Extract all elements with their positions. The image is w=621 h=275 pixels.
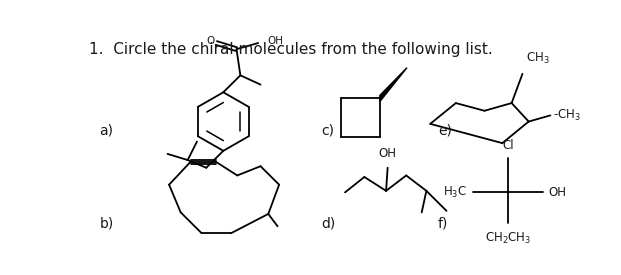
Text: H$_3$C: H$_3$C [443,185,468,200]
Text: CH$_3$: CH$_3$ [525,51,549,66]
Polygon shape [380,68,407,101]
Text: CH$_2$CH$_3$: CH$_2$CH$_3$ [484,231,531,246]
Text: OH: OH [268,37,284,46]
Text: e): e) [438,124,452,138]
Text: a): a) [99,124,113,138]
Text: O: O [207,37,215,46]
Text: OH: OH [379,147,397,160]
Text: 1.  Circle the chiral molecules from the following list.: 1. Circle the chiral molecules from the … [89,42,493,57]
Text: c): c) [322,124,335,138]
Text: f): f) [438,216,448,230]
Text: OH: OH [548,186,566,199]
Text: d): d) [322,216,336,230]
Text: b): b) [99,216,114,230]
Text: -CH$_3$: -CH$_3$ [553,108,581,123]
Text: Cl: Cl [502,139,514,152]
